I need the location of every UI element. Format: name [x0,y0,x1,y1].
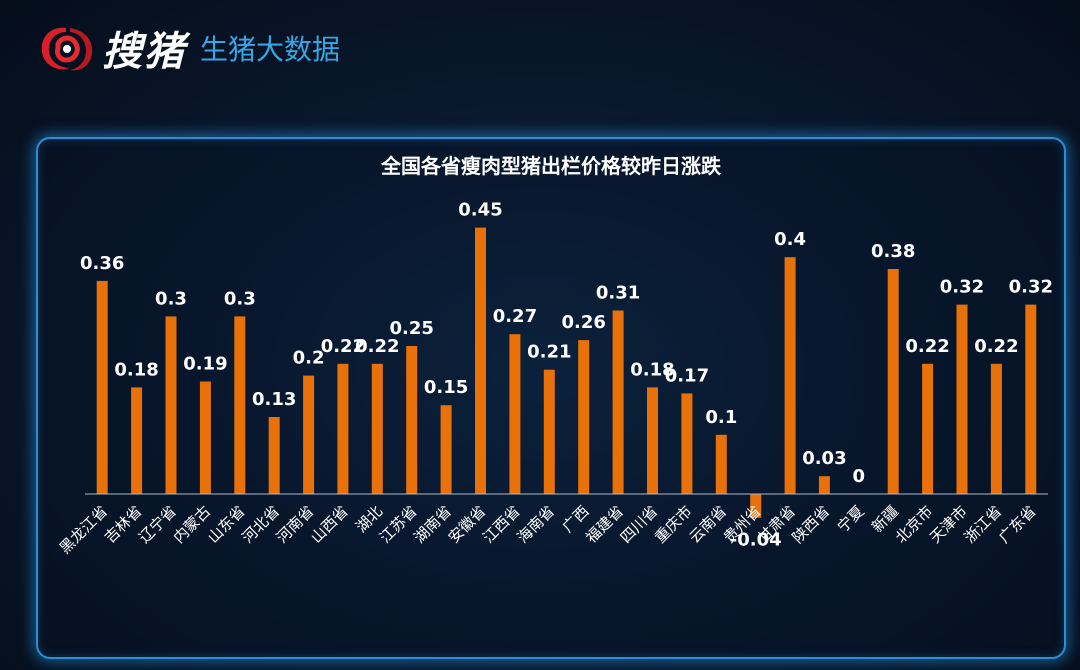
chart-title: 全国各省瘦肉型猪出栏价格较昨日涨跌 [380,154,722,178]
category-label-25: 北京市 [892,502,937,547]
bar-28 [1025,304,1037,494]
bar-26 [956,304,968,494]
bars-layer [96,227,1037,518]
bar-6 [268,417,280,494]
bar-2 [131,387,143,494]
bar-18 [681,393,693,494]
category-label-13: 江西省 [479,502,524,547]
data-label-17: 0.18 [630,359,674,380]
category-label-7: 河南省 [273,502,318,547]
data-label-8: 0.22 [321,336,365,357]
category-label-28: 广东省 [995,502,1040,547]
bar-22 [818,476,830,494]
data-label-15: 0.26 [561,312,605,333]
data-label-18: 0.17 [665,365,709,386]
data-label-13: 0.27 [493,306,537,327]
data-labels-layer: 0.360.180.30.190.30.130.20.220.220.250.1… [80,200,1053,551]
category-label-3: 辽宁省 [135,502,180,547]
data-label-23: 0 [853,466,866,487]
bar-19 [715,434,727,494]
category-label-2: 吉林省 [101,502,146,547]
data-label-10: 0.25 [389,318,433,339]
data-label-2: 0.18 [114,359,158,380]
bar-27 [990,363,1002,494]
category-label-19: 云南省 [686,502,731,547]
category-label-6: 河北省 [238,502,283,547]
brand-name: 搜猪 [102,28,186,75]
data-label-9: 0.22 [355,336,399,357]
category-label-8: 山西省 [307,502,352,547]
category-label-12: 安徽省 [445,502,490,547]
red-brush-circle-icon [41,27,93,71]
data-label-14: 0.21 [527,342,571,363]
data-label-22: 0.03 [802,448,846,469]
category-label-17: 四川省 [617,502,662,547]
bar-9 [371,363,383,494]
category-label-16: 福建省 [582,502,627,547]
data-label-12: 0.45 [458,200,502,221]
category-label-23: 宁夏 [834,502,868,536]
data-label-6: 0.13 [252,389,296,410]
bar-21 [784,257,796,494]
data-label-19: 0.1 [705,407,737,428]
bar-10 [406,346,418,494]
bar-24 [887,269,899,494]
bar-20 [750,494,762,518]
bar-8 [337,363,349,494]
category-label-4: 内蒙古 [170,502,215,547]
category-label-14: 海南省 [514,502,559,547]
data-label-20: -0.04 [730,530,782,551]
data-label-28: 0.32 [1009,277,1053,298]
bar-15 [578,340,590,494]
category-label-18: 重庆市 [651,502,696,547]
bar-13 [509,334,521,494]
data-label-21: 0.4 [774,229,806,250]
category-label-10: 江苏省 [376,502,421,547]
bar-25 [922,363,934,494]
category-label-5: 山东省 [204,502,249,547]
data-label-11: 0.15 [424,377,468,398]
bar-5 [234,316,246,494]
data-label-26: 0.32 [940,277,984,298]
bar-16 [612,310,624,494]
category-label-26: 天津市 [926,502,971,547]
bar-11 [440,405,452,494]
data-label-1: 0.36 [80,253,124,274]
bar-14 [543,369,555,494]
category-label-11: 湖南省 [410,502,455,547]
bar-1 [96,280,108,494]
category-label-22: 陕西省 [789,502,834,547]
data-label-5: 0.3 [224,288,256,309]
bar-12 [475,227,486,494]
category-label-27: 浙江省 [961,502,1006,547]
brand-subtitle: 生猪大数据 [200,33,341,66]
bar-17 [647,387,658,494]
data-label-3: 0.3 [155,288,187,309]
data-label-24: 0.38 [871,241,915,262]
bar-7 [303,375,315,494]
data-label-7: 0.2 [293,348,325,369]
bar-4 [199,381,211,494]
data-label-27: 0.22 [974,336,1018,357]
data-label-25: 0.22 [905,336,949,357]
data-label-4: 0.19 [183,354,227,375]
brand-header: 搜猪 生猪大数据 [36,22,341,75]
data-label-16: 0.31 [596,283,640,304]
category-label-1: 黑龙江省 [56,502,111,557]
bar-3 [165,316,177,494]
